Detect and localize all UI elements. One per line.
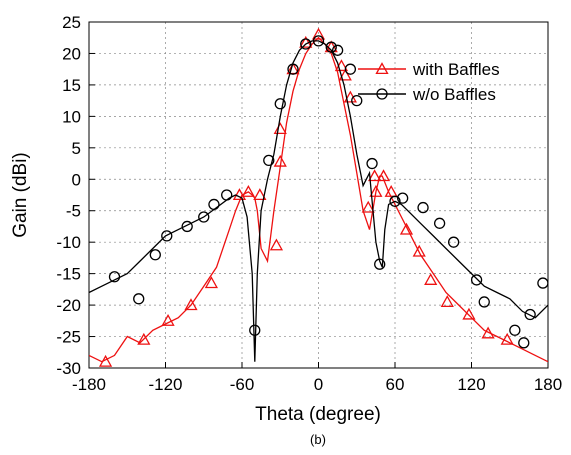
x-tick-label: -120 (148, 375, 182, 394)
legend: with Baffles w/o Baffles (358, 60, 500, 104)
series-marker (198, 211, 210, 223)
series-marker (331, 44, 344, 56)
grid-lines (89, 22, 548, 368)
series-marker (518, 337, 530, 349)
series-marker (253, 188, 267, 201)
x-tick-label: -180 (72, 375, 106, 394)
y-tick-label: -30 (56, 359, 81, 378)
series-marker (287, 63, 299, 75)
series-marker (133, 293, 145, 305)
series-marker (149, 249, 161, 261)
y-tick-label: -25 (56, 328, 81, 347)
y-axis-label: Gain (dBi) (10, 152, 31, 238)
series-marker (440, 295, 454, 307)
series-marker (269, 238, 284, 251)
series-line (89, 40, 548, 362)
series-marker (249, 324, 261, 336)
figure-caption: (b) (310, 432, 326, 447)
series-marker (447, 236, 460, 248)
legend-marker (375, 62, 389, 75)
y-tick-label: 10 (62, 107, 81, 126)
series-marker (424, 273, 438, 285)
y-tick-label: 5 (72, 139, 81, 158)
x-tick-label: 120 (457, 375, 485, 394)
series-marker (325, 41, 337, 53)
series-marker (274, 98, 286, 110)
axis-ticks: -180 -120 -60 0 60 120 180 -30 -25 -20 -15 -10 -5 0 5 1… (56, 13, 562, 394)
series-marker (481, 326, 495, 339)
x-tick-label: 60 (386, 375, 405, 394)
series-marker (273, 122, 287, 134)
series-marker (417, 201, 429, 214)
series-marker (384, 185, 398, 197)
y-tick-label: -20 (56, 296, 81, 315)
series-marker (396, 192, 409, 204)
series-marker (369, 185, 383, 197)
series-marker (412, 244, 426, 257)
series-layer (89, 27, 548, 367)
series-marker (500, 332, 514, 345)
series-marker (221, 189, 233, 201)
series-marker (470, 274, 483, 286)
series-marker (161, 230, 173, 242)
series-marker (300, 38, 312, 50)
series-marker (338, 68, 352, 81)
series-marker (524, 308, 536, 321)
series-marker (509, 324, 521, 336)
series-marker (374, 258, 386, 270)
series-line (89, 36, 548, 363)
series-marker (351, 94, 363, 107)
series-marker (137, 332, 151, 345)
series-marker (108, 271, 121, 283)
y-tick-label: -10 (56, 233, 81, 252)
series-marker (361, 200, 375, 213)
series-marker (462, 307, 476, 320)
legend-item: with Baffles (358, 60, 500, 79)
series-marker (232, 188, 247, 201)
y-tick-label: -5 (66, 202, 81, 221)
series-marker (181, 220, 193, 233)
y-tick-label: 20 (62, 44, 81, 63)
series-marker (98, 354, 113, 367)
y-tick-label: 25 (62, 13, 81, 32)
series-marker (184, 298, 198, 311)
series-marker (208, 198, 220, 211)
y-tick-label: -15 (56, 265, 81, 284)
y-tick-label: 0 (72, 170, 81, 189)
x-axis-label: Theta (degree) (255, 404, 381, 425)
x-tick-label: 0 (314, 375, 323, 394)
legend-marker (376, 88, 388, 100)
series-marker (311, 27, 326, 40)
series-marker (273, 154, 287, 167)
x-tick-label: 180 (534, 375, 562, 394)
legend-label: with Baffles (412, 60, 500, 79)
series-marker (263, 154, 275, 167)
series-marker (433, 217, 446, 229)
series-marker (389, 195, 401, 207)
series-marker (241, 185, 255, 197)
series-marker (344, 63, 357, 75)
series-marker (376, 169, 391, 182)
series-without-baffles (89, 35, 548, 362)
series-marker (204, 276, 219, 289)
legend-label: w/o Baffles (412, 85, 496, 104)
y-tick-label: 15 (62, 76, 81, 95)
series-marker (367, 169, 382, 182)
series-marker (399, 222, 414, 235)
series-marker (537, 277, 548, 289)
series-marker (478, 296, 490, 308)
series-marker (312, 35, 325, 47)
legend-item: w/o Baffles (358, 85, 496, 104)
x-tick-label: -60 (230, 375, 255, 394)
series-marker (366, 157, 378, 170)
series-marker (161, 313, 175, 326)
